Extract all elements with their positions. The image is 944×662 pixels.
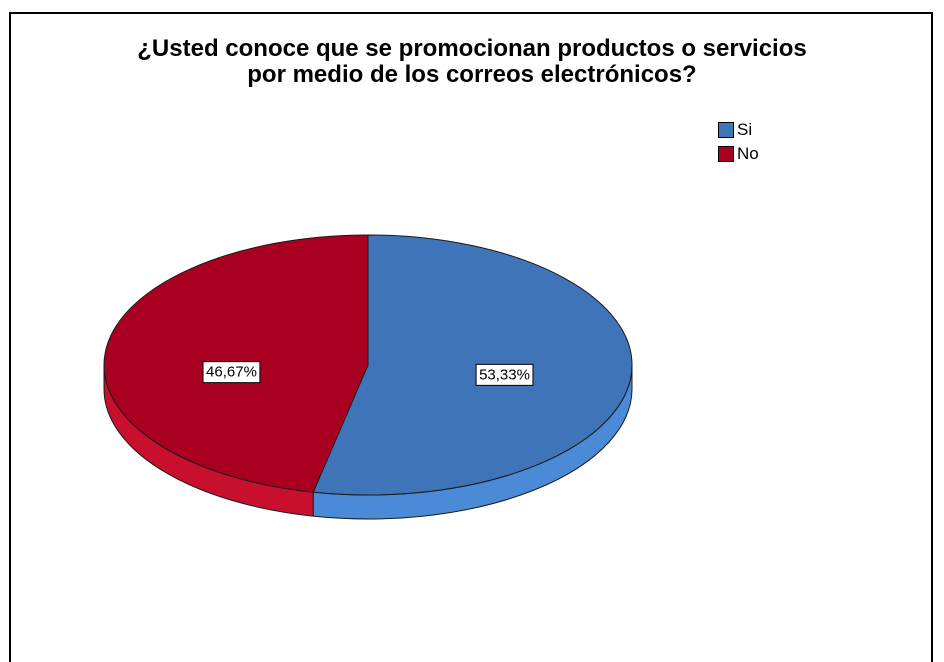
legend-item-si: Si (718, 118, 759, 142)
chart-title-line-2: por medio de los correos electrónicos? (247, 61, 697, 88)
chart-legend: Si No (718, 118, 759, 166)
chart-title: ¿Usted conoce que se promocionan product… (0, 36, 944, 88)
svg-text:46,67%: 46,67% (206, 364, 257, 381)
legend-swatch-si (718, 122, 734, 138)
legend-label-no: No (737, 144, 759, 163)
chart-title-line-1: ¿Usted conoce que se promocionan product… (137, 35, 807, 62)
legend-item-no: No (718, 142, 759, 166)
legend-label-si: Si (737, 120, 753, 139)
pie-data-label-no: 46,67% (202, 361, 261, 384)
legend-swatch-no (718, 146, 734, 162)
pie-data-label-si: 53,33% (475, 363, 534, 386)
svg-text:53,33%: 53,33% (479, 366, 530, 383)
pie-slice-si (312, 234, 633, 496)
